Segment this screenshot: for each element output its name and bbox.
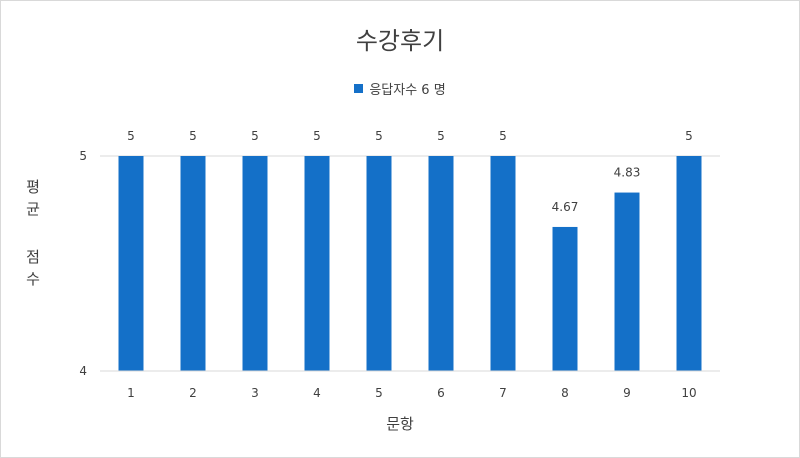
y-tick-label: 5	[79, 149, 87, 163]
data-label: 5	[189, 129, 197, 143]
bar	[180, 156, 206, 371]
data-label: 5	[499, 129, 507, 143]
legend: 응답자수 6 명	[1, 79, 799, 98]
data-label: 4.83	[614, 166, 641, 180]
y-axis-title-char: 평	[26, 178, 40, 196]
x-tick-label: 2	[189, 386, 197, 400]
x-tick-label: 9	[623, 386, 631, 400]
x-tick-label: 6	[437, 386, 445, 400]
x-tick-label: 3	[251, 386, 259, 400]
x-tick-label: 10	[681, 386, 696, 400]
x-tick-label: 1	[127, 386, 135, 400]
bar	[366, 156, 392, 371]
x-tick-label: 4	[313, 386, 321, 400]
bar	[552, 226, 578, 371]
bar	[490, 156, 516, 371]
y-axis-title-char: 점	[26, 248, 40, 266]
legend-swatch	[354, 84, 364, 93]
bar	[614, 192, 640, 371]
data-label: 5	[127, 129, 135, 143]
x-tick-label: 8	[561, 386, 569, 400]
legend-label: 응답자수 6 명	[369, 83, 446, 98]
bar	[304, 156, 330, 371]
data-label: 5	[685, 129, 693, 143]
bar	[676, 156, 702, 371]
y-axis-title-char: 수	[26, 270, 40, 288]
y-axis-title-char: 균	[26, 200, 40, 218]
bar	[428, 156, 454, 371]
data-label: 5	[251, 129, 259, 143]
x-axis-title: 문항	[386, 415, 414, 433]
data-label: 5	[375, 129, 383, 143]
data-label: 5	[313, 129, 321, 143]
bar	[118, 156, 144, 371]
y-tick-label: 4	[79, 364, 87, 378]
x-tick-label: 7	[499, 386, 507, 400]
data-label: 5	[437, 129, 445, 143]
bar	[242, 156, 268, 371]
data-label: 4.67	[552, 200, 579, 214]
x-tick-label: 5	[375, 386, 383, 400]
chart-title: 수강후기	[355, 27, 445, 55]
